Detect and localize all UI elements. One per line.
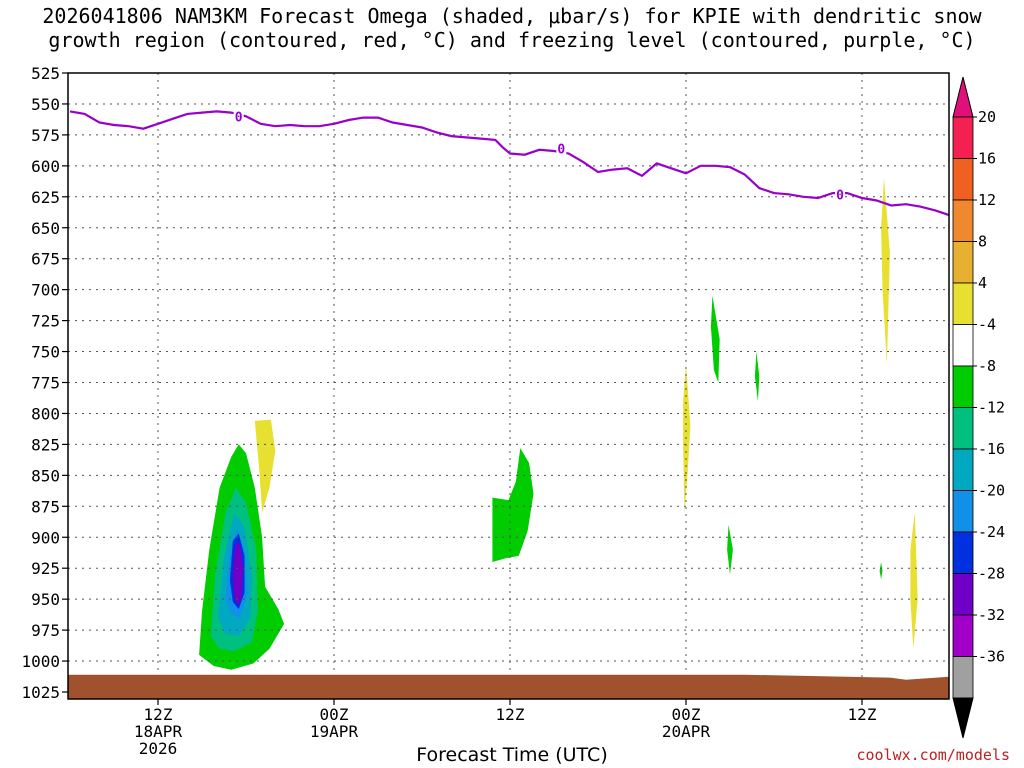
y-tick-label-1000: 1000 (21, 652, 60, 671)
colorbar-swatch-12 (952, 614, 974, 657)
omega-region-11 (727, 524, 733, 575)
x-tick-label-0-2: 2026 (139, 739, 178, 758)
colorbar-label-0: 20 (978, 108, 996, 126)
colorbar-swatch-4 (952, 282, 974, 325)
y-tick-label-975: 975 (31, 621, 60, 640)
colorbar-swatch-6 (952, 365, 974, 408)
y-tick-label-625: 625 (31, 188, 60, 207)
x-tick-label-2-0: 12Z (496, 705, 525, 724)
y-tick-label-750: 750 (31, 343, 60, 362)
omega-region-12 (881, 178, 890, 364)
freezing-level-contour: 0 0 0 (69, 108, 949, 217)
colorbar-swatch-9 (952, 490, 974, 533)
site-credit[interactable]: coolwx.com/models (856, 746, 1010, 764)
title-line-2: growth region (contoured, red, °C) and f… (48, 28, 976, 52)
colorbar-swatch-1 (952, 158, 974, 201)
y-tick-label-875: 875 (31, 497, 60, 516)
omega-region-10 (754, 351, 760, 402)
freezing-label-bg-2 (835, 186, 845, 202)
x-tick-label-0-0: 12Z (144, 705, 173, 724)
omega-region-13 (910, 512, 918, 649)
freezing-level-label-1: 0 (557, 143, 565, 158)
y-tick-label-1025: 1025 (21, 683, 60, 702)
colorbar-swatch-3 (952, 241, 974, 284)
chart-title: 2026041806 NAM3KM Forecast Omega (shaded… (0, 4, 1024, 52)
y-tick-label-800: 800 (31, 404, 60, 423)
colorbar-swatch-10 (952, 531, 974, 574)
x-tick-label-3-0: 00Z (672, 705, 701, 724)
colorbar-label-8: -16 (978, 440, 1005, 458)
y-tick-label-725: 725 (31, 312, 60, 331)
colorbar-label-7: -12 (978, 399, 1005, 417)
colorbar: 20 16 12 8 4 -4 -8 -12 -16 -20 -24 -28 -32 -36 (952, 76, 1005, 739)
y-tick-label-700: 700 (31, 281, 60, 300)
colorbar-swatch-13 (952, 656, 974, 699)
colorbar-label-5: -4 (978, 316, 996, 334)
colorbar-label-11: -28 (978, 565, 1005, 583)
colorbar-top-arrow (952, 76, 974, 118)
freezing-label-bg-0 (233, 108, 244, 124)
y-tick-label-650: 650 (31, 219, 60, 238)
colorbar-bottom-arrow (952, 697, 974, 739)
x-tick-label-1-1: 19APR (310, 722, 359, 741)
y-tick-label-850: 850 (31, 466, 60, 485)
y-axis: 525 550 575 600 625 650 675 700 725 750 775 800 825 8… (21, 64, 68, 702)
y-tick-label-825: 825 (31, 435, 60, 454)
freezing-level-line (69, 110, 949, 217)
x-tick-label-3-1: 20APR (662, 722, 711, 741)
colorbar-label-10: -24 (978, 523, 1005, 541)
x-axis-label: Forecast Time (UTC) (416, 744, 608, 766)
omega-region-9 (710, 295, 720, 383)
x-tick-label-4-0: 12Z (848, 705, 877, 724)
y-tick-label-675: 675 (31, 250, 60, 269)
title-line-1: 2026041806 NAM3KM Forecast Omega (shaded… (42, 4, 982, 28)
ground-fill (68, 674, 949, 699)
y-tick-label-550: 550 (31, 95, 60, 114)
x-tick-label-0-1: 18APR (134, 722, 183, 741)
gridlines (68, 73, 949, 699)
colorbar-label-2: 12 (978, 191, 996, 209)
colorbar-swatch-11 (952, 573, 974, 616)
freezing-level-label-2: 0 (836, 188, 844, 203)
colorbar-swatch-0 (952, 116, 974, 159)
y-tick-label-775: 775 (31, 374, 60, 393)
omega-region-6 (254, 419, 276, 513)
colorbar-label-3: 8 (978, 233, 987, 251)
omega-region-5 (232, 543, 244, 606)
x-tick-label-1-0: 00Z (320, 705, 349, 724)
omega-shading (199, 178, 918, 670)
freezing-level-label-0: 0 (235, 110, 243, 125)
y-tick-label-950: 950 (31, 590, 60, 609)
omega-region-14 (879, 562, 883, 580)
colorbar-label-9: -20 (978, 482, 1005, 500)
y-tick-label-575: 575 (31, 126, 60, 145)
colorbar-label-6: -8 (978, 357, 996, 375)
y-tick-label-525: 525 (31, 64, 60, 83)
colorbar-swatch-2 (952, 199, 974, 242)
colorbar-label-1: 16 (978, 150, 996, 168)
surface-ground (68, 674, 949, 699)
colorbar-swatch-5 (952, 324, 974, 367)
colorbar-label-12: -32 (978, 606, 1005, 624)
y-tick-label-600: 600 (31, 157, 60, 176)
colorbar-swatch-7 (952, 407, 974, 450)
y-tick-label-925: 925 (31, 559, 60, 578)
colorbar-label-13: -36 (978, 648, 1005, 666)
freezing-label-bg-1 (556, 140, 567, 156)
y-tick-label-900: 900 (31, 528, 60, 547)
colorbar-label-4: 4 (978, 274, 987, 292)
omega-region-7 (492, 448, 534, 562)
omega-region-8 (683, 363, 691, 513)
plot-frame (67, 72, 950, 700)
colorbar-swatch-8 (952, 448, 974, 491)
